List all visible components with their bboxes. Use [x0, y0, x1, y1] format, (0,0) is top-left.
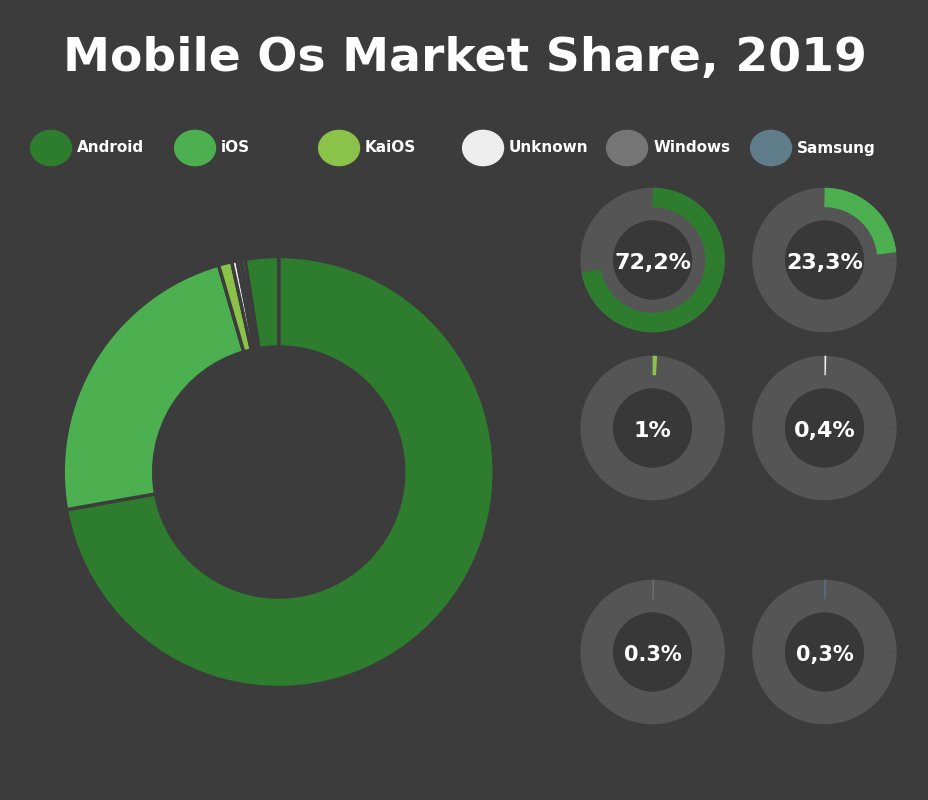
Circle shape — [613, 390, 690, 466]
Circle shape — [761, 590, 886, 714]
Circle shape — [785, 614, 862, 690]
Circle shape — [613, 222, 690, 298]
Wedge shape — [218, 262, 251, 352]
Circle shape — [761, 366, 886, 490]
Circle shape — [785, 390, 862, 466]
Text: 0,4%: 0,4% — [793, 421, 855, 441]
Wedge shape — [67, 257, 494, 687]
Text: Mobile Os Market Share, 2019: Mobile Os Market Share, 2019 — [62, 36, 866, 81]
Text: 1%: 1% — [633, 421, 671, 441]
Text: Samsung: Samsung — [796, 141, 875, 155]
Circle shape — [613, 222, 690, 298]
Circle shape — [613, 614, 690, 690]
Circle shape — [589, 590, 715, 714]
Wedge shape — [245, 257, 278, 349]
Text: 72,2%: 72,2% — [613, 253, 690, 273]
Circle shape — [613, 390, 690, 466]
Text: iOS: iOS — [221, 141, 250, 155]
Wedge shape — [237, 260, 256, 350]
Circle shape — [785, 614, 862, 690]
Circle shape — [761, 198, 886, 322]
Text: Windows: Windows — [652, 141, 729, 155]
Text: KaiOS: KaiOS — [365, 141, 416, 155]
Text: 23,3%: 23,3% — [785, 253, 862, 273]
Text: Unknown: Unknown — [509, 141, 588, 155]
Circle shape — [785, 222, 862, 298]
Circle shape — [589, 198, 715, 322]
Wedge shape — [63, 265, 243, 510]
Circle shape — [785, 222, 862, 298]
Text: 0.3%: 0.3% — [623, 645, 681, 665]
Wedge shape — [231, 261, 254, 350]
Text: Android: Android — [77, 141, 144, 155]
Text: 0,3%: 0,3% — [794, 645, 853, 665]
Circle shape — [589, 366, 715, 490]
Circle shape — [785, 390, 862, 466]
Wedge shape — [240, 259, 259, 349]
Circle shape — [613, 614, 690, 690]
